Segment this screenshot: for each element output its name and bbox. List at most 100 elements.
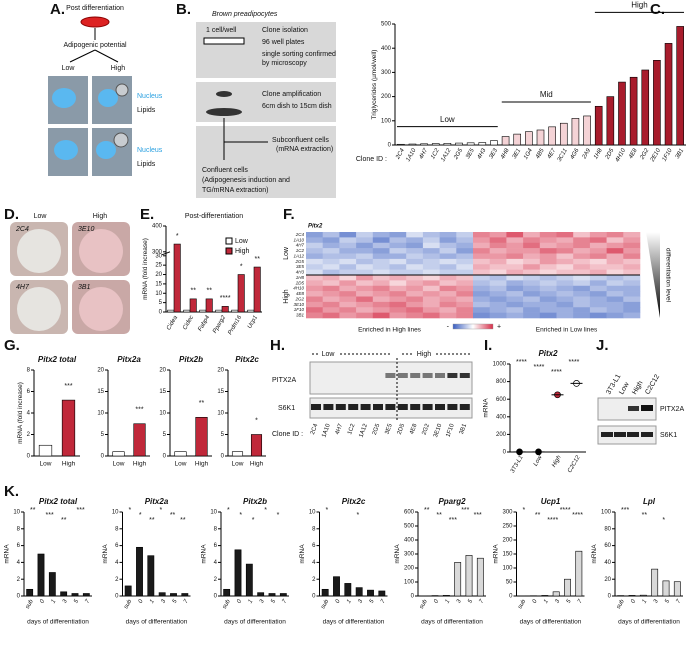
heatmap-cell xyxy=(372,269,390,276)
x-tick-label: 3B1 xyxy=(675,148,686,160)
y-tick-label: 200 xyxy=(496,432,507,438)
legend-label: High xyxy=(235,248,250,255)
heatmap-cell xyxy=(422,301,440,308)
heatmap-cell xyxy=(356,232,374,238)
row-label: 2G5 xyxy=(294,259,304,264)
heatmap-cell xyxy=(623,248,641,254)
heatmap-cell xyxy=(339,269,357,276)
significance: ** xyxy=(535,512,541,519)
x-tick-label: 4H7 xyxy=(418,147,429,160)
bar xyxy=(628,595,636,597)
heatmap-cell xyxy=(306,248,323,254)
significance: * xyxy=(357,512,360,519)
band xyxy=(447,373,458,378)
bar xyxy=(48,572,56,597)
heatmap-cell xyxy=(589,269,607,276)
x-tick-label: 4H10 xyxy=(615,147,628,163)
heatmap-cell xyxy=(322,248,340,254)
heatmap-cell xyxy=(506,275,524,281)
y-tick-label: 5 xyxy=(163,432,167,438)
bar xyxy=(167,309,175,313)
significance: * xyxy=(662,517,665,524)
axis-break xyxy=(161,251,171,256)
x-tick-label: Low xyxy=(40,461,52,468)
heatmap-cell xyxy=(606,269,624,276)
significance: ** xyxy=(149,517,155,524)
heatmap-cell xyxy=(389,248,407,254)
heatmap-cell xyxy=(589,264,607,270)
heatmap-cell xyxy=(539,296,557,303)
heatmap-cell xyxy=(356,275,374,281)
y-tick-label: 4 xyxy=(27,411,31,417)
group-label: Low xyxy=(440,115,455,124)
heatmap-cell xyxy=(372,301,390,308)
heatmap-cell xyxy=(556,280,574,287)
heatmap-cell xyxy=(339,296,357,303)
significance: ** xyxy=(30,507,36,514)
heatmap-cell xyxy=(339,301,357,308)
row-label: 2D5 xyxy=(295,280,305,285)
text: Clone isolation xyxy=(262,27,308,34)
colorbar-label: - xyxy=(447,323,450,330)
panel-label: J. xyxy=(596,337,609,354)
group-label: Low xyxy=(283,246,290,260)
heatmap-cell xyxy=(539,301,557,308)
bar xyxy=(478,142,487,146)
lanes: 2C4 1A10 4H7 1C2 1A12 2G5 3E5 2D5 4E8 2G2 3E10 1F10… xyxy=(310,373,470,438)
y-tick-label: 800 xyxy=(496,379,507,385)
bar xyxy=(181,593,189,597)
heatmap-cell xyxy=(456,312,474,319)
heatmap-cell xyxy=(473,253,490,260)
heatmap-cell xyxy=(489,312,507,319)
x-tick-label: 3E5 xyxy=(465,147,476,160)
heatmap-cell xyxy=(406,296,424,303)
significance: * xyxy=(277,512,280,519)
bar xyxy=(174,451,187,457)
lane-label: 3E5 xyxy=(384,423,394,436)
bar xyxy=(344,583,352,597)
y-tick-label: 600 xyxy=(404,510,415,516)
heatmap-cell xyxy=(356,285,374,292)
bar xyxy=(136,546,143,597)
heatmap-cell xyxy=(322,253,340,260)
band xyxy=(459,373,470,378)
band xyxy=(422,373,433,378)
heatmap-cell xyxy=(356,312,374,319)
gradient-triangle xyxy=(646,232,660,318)
heatmap-cell xyxy=(473,242,490,249)
bar xyxy=(420,143,428,146)
y-tick-label: 0 xyxy=(115,594,119,600)
heatmap-cell xyxy=(422,242,440,249)
x-tick-label: 1A10 xyxy=(405,147,418,163)
x-tick-label: 3 xyxy=(259,598,266,604)
text: Low xyxy=(34,213,48,220)
heatmap-cell xyxy=(556,312,574,319)
lane-label: 1F10 xyxy=(445,423,456,439)
x-tick-label: 1F10 xyxy=(662,147,674,162)
y-axis-label: mRNA xyxy=(394,544,401,564)
heatmap-cell xyxy=(372,275,390,281)
significance: * xyxy=(129,507,132,514)
heatmap-cell xyxy=(473,232,490,238)
heatmap-cell xyxy=(406,258,424,265)
heatmap-cell xyxy=(589,285,607,292)
text: Nucleus xyxy=(137,147,163,154)
well-center xyxy=(17,287,61,331)
chart-title: Pitx2a xyxy=(145,497,169,506)
heatmap-cell xyxy=(439,248,457,254)
heatmap-cell xyxy=(389,291,407,297)
heatmap-cell xyxy=(523,237,541,244)
chart-title: Pitx2c xyxy=(342,497,366,506)
colorbar xyxy=(452,323,494,330)
heatmap-cell xyxy=(489,242,507,249)
heatmap-cell xyxy=(573,285,591,292)
heatmap-cell xyxy=(473,280,490,287)
heatmap-cell xyxy=(589,237,607,244)
lane-label: High xyxy=(631,380,644,396)
y-tick-label: 8 xyxy=(214,526,218,532)
significance: * xyxy=(139,512,142,519)
lane-label: 1A10 xyxy=(321,423,332,439)
y-axis-label: mRNA xyxy=(591,544,598,564)
heatmap-cell xyxy=(322,275,340,281)
x-tick-label: 1 xyxy=(248,599,255,605)
